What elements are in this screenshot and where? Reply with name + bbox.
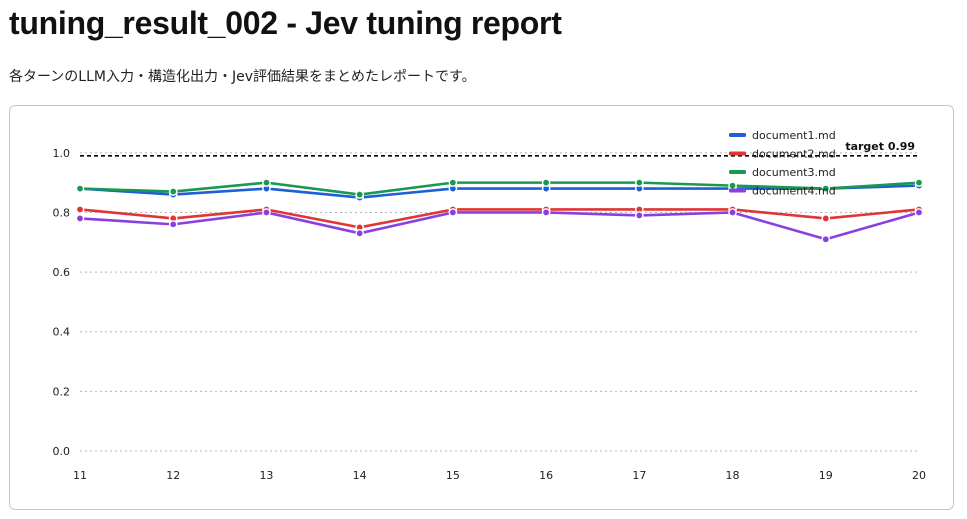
data-point <box>262 178 271 187</box>
data-point <box>448 178 458 187</box>
chart-legend: document1.md document2.md document3.md docu… <box>729 129 836 198</box>
x-tick-label: 12 <box>166 469 180 482</box>
target-line-group: target 0.99 <box>80 140 919 157</box>
y-tick-label: 0.2 <box>53 385 71 398</box>
data-point <box>448 208 458 217</box>
data-point <box>635 178 644 187</box>
data-point <box>355 190 364 199</box>
x-tick-label: 11 <box>73 469 87 482</box>
legend-label: document2.md <box>752 148 836 161</box>
data-point <box>355 229 364 238</box>
x-tick-label: 15 <box>446 469 460 482</box>
legend-item: document1.md <box>729 129 836 142</box>
x-tick-label: 16 <box>539 469 553 482</box>
x-tick-label: 14 <box>353 469 367 482</box>
x-tick-label: 19 <box>819 469 833 482</box>
data-point <box>75 184 85 193</box>
legend-label: document4.md <box>752 185 836 198</box>
series-4 <box>75 208 924 244</box>
series-2 <box>75 205 924 232</box>
series-lines <box>75 178 924 244</box>
series-3 <box>75 178 924 199</box>
data-point <box>168 187 178 196</box>
line-chart: 0.00.20.40.60.81.0 11 12 13 14 15 16 17 18 19 20 … <box>53 129 927 482</box>
legend-swatch <box>729 170 746 174</box>
y-tick-label: 0.6 <box>53 266 71 279</box>
y-axis: 0.0 0.2 0.4 0.6 0.8 1.0 <box>53 147 71 458</box>
series-line <box>79 208 920 229</box>
target-label: target 0.99 <box>845 140 915 153</box>
legend-item: document2.md <box>729 148 836 161</box>
legend-label: document1.md <box>752 129 836 142</box>
data-point <box>75 214 85 223</box>
x-tick-label: 13 <box>259 469 273 482</box>
data-point <box>635 211 644 220</box>
x-tick-label: 20 <box>912 469 926 482</box>
data-point <box>541 178 551 187</box>
legend-item: document3.md <box>729 166 836 179</box>
y-tick-label: 0.0 <box>53 445 71 458</box>
legend-swatch <box>729 188 746 193</box>
y-tick-label: 1.0 <box>53 147 71 160</box>
series-line <box>79 184 920 199</box>
grid-lines <box>80 152 919 452</box>
y-tick-label: 0.4 <box>53 326 71 339</box>
x-tick-label: 18 <box>726 469 740 482</box>
data-point <box>914 208 924 217</box>
series-line <box>79 181 920 196</box>
data-point <box>75 205 85 214</box>
legend-swatch <box>729 133 746 137</box>
data-point <box>541 208 551 217</box>
data-point <box>728 208 737 217</box>
data-point <box>728 181 737 190</box>
y-tick-label: 0.8 <box>53 206 71 219</box>
data-point <box>262 208 271 217</box>
series-line <box>79 211 920 241</box>
chart-card: 0.0 0.2 0.4 0.6 0.8 1.0 11 12 13 14 15 16 17 18 19 20 … <box>9 105 954 510</box>
data-point <box>821 234 831 244</box>
data-point <box>914 178 924 187</box>
data-point <box>168 220 178 229</box>
data-point <box>821 184 831 193</box>
page-subtitle: 各ターンのLLM入力・構造化出力・Jev評価結果をまとめたレポートです。 <box>9 69 476 85</box>
x-axis: 11 12 13 14 15 16 17 18 19 20 <box>73 469 926 482</box>
page-title: tuning_result_002 - Jev tuning report <box>9 5 562 41</box>
legend-item: document4.md <box>729 185 836 198</box>
x-tick-label: 17 <box>632 469 646 482</box>
legend-label: document3.md <box>752 166 836 179</box>
data-point <box>821 214 831 223</box>
legend-swatch <box>729 151 746 156</box>
